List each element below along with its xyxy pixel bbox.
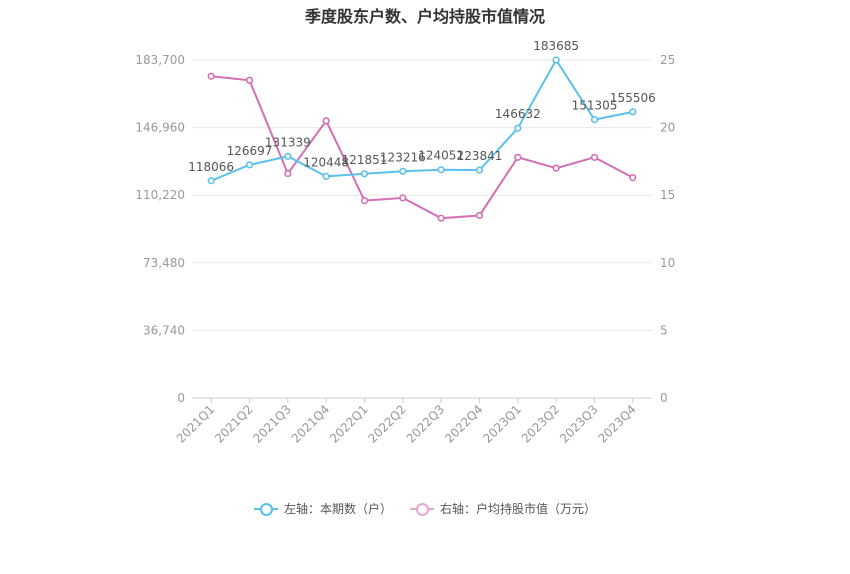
data-point-households [552, 56, 560, 64]
right-axis-tick-label: 0 [660, 391, 668, 405]
data-point-market-value [629, 174, 637, 182]
data-point-market-value [245, 76, 254, 84]
data-label: 155506 [610, 91, 656, 105]
x-axis-tick-label: 2022Q3 [404, 402, 448, 446]
x-axis-tick-label: 2022Q1 [327, 402, 371, 446]
legend-item-market-value[interactable]: 右轴：户均持股市值（万元） [410, 500, 596, 517]
data-label: 151305 [572, 99, 618, 113]
data-point-households [245, 161, 254, 169]
left-axis-tick-label: 110,220 [135, 188, 185, 202]
data-label: 183685 [533, 39, 579, 53]
data-label: 131339 [265, 135, 311, 149]
data-point-households [475, 166, 484, 174]
data-label: 120448 [303, 155, 349, 169]
x-axis-tick-label: 2023Q3 [557, 402, 601, 446]
legend-marker-market-value [410, 502, 434, 516]
data-point-households [360, 170, 369, 178]
left-axis-tick-label: 0 [177, 391, 185, 405]
data-label: 121851 [342, 153, 388, 167]
left-axis-tick-label: 146,960 [135, 121, 185, 135]
data-label: 126697 [227, 144, 273, 158]
data-point-households [207, 177, 215, 185]
data-point-households [284, 152, 292, 160]
data-label: 146632 [495, 107, 541, 121]
legend-item-households[interactable]: 左轴：本期数（户） [253, 500, 392, 517]
data-point-market-value [590, 153, 599, 161]
data-point-households [322, 172, 330, 180]
data-point-households [629, 108, 637, 116]
data-point-market-value [284, 169, 292, 178]
x-axis-tick-label: 2023Q1 [480, 402, 524, 446]
right-axis-tick-label: 15 [660, 188, 675, 202]
x-axis-tick-label: 2021Q4 [289, 402, 333, 446]
x-axis-tick-label: 2022Q2 [365, 402, 409, 446]
x-axis-tick-label: 2022Q4 [442, 402, 486, 446]
legend-label-market-value: 右轴：户均持股市值（万元） [440, 502, 597, 516]
data-point-market-value [475, 211, 484, 220]
data-label: 123841 [457, 149, 503, 163]
chart-title: 季度股东户数、户均持股市值情况 [304, 7, 545, 26]
series-line-households [210, 58, 634, 182]
right-axis-tick-label: 25 [660, 53, 675, 67]
data-label: 123216 [380, 150, 426, 164]
data-point-households [514, 124, 522, 132]
right-axis-tick-label: 5 [660, 323, 668, 337]
data-point-households [437, 166, 445, 174]
left-axis-tick-label: 36,740 [143, 323, 185, 337]
data-point-market-value [207, 72, 215, 80]
data-point-market-value [552, 164, 560, 172]
data-point-market-value [399, 194, 407, 202]
left-axis-tick-label: 183,700 [135, 53, 185, 67]
data-point-households [399, 167, 407, 175]
x-axis-tick-label: 2021Q2 [212, 402, 256, 446]
x-axis-tick-label: 2023Q2 [519, 402, 563, 446]
data-label: 124052 [418, 149, 464, 163]
data-point-market-value [437, 214, 445, 222]
legend-label-households: 左轴：本期数（户） [283, 502, 392, 516]
legend-marker-households [253, 502, 278, 516]
data-point-households [590, 116, 599, 124]
data-point-market-value [514, 153, 522, 161]
legend: 左轴：本期数（户） 右轴：户均持股市值（万元） [0, 500, 850, 517]
x-axis-tick-label: 2021Q3 [250, 402, 294, 446]
right-axis-tick-label: 10 [660, 256, 675, 270]
data-point-market-value [322, 117, 330, 125]
x-axis-tick-label: 2021Q1 [174, 402, 218, 446]
data-label: 118066 [188, 160, 234, 174]
left-axis-tick-label: 73,480 [143, 256, 185, 270]
x-axis-tick-label: 2023Q4 [595, 402, 639, 446]
right-axis-tick-label: 20 [660, 121, 675, 135]
data-point-market-value [360, 197, 369, 205]
